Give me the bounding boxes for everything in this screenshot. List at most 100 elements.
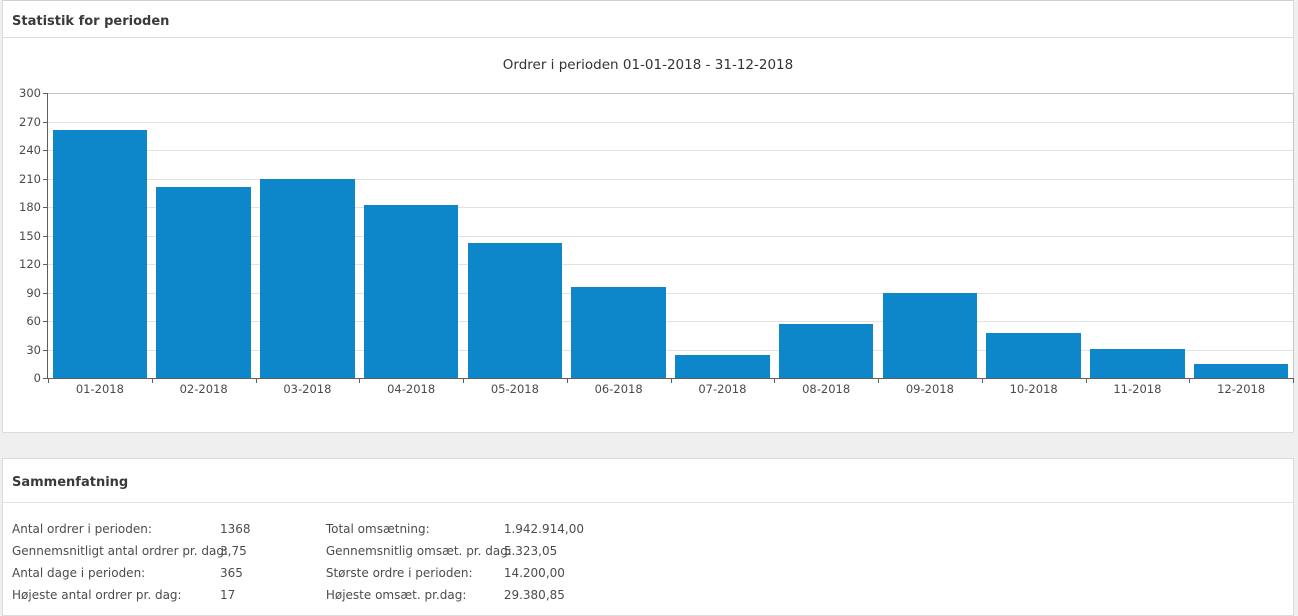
y-axis-label-0: 0 <box>33 371 41 385</box>
summary-label: Gennemsnitligt antal ordrer pr. dag: <box>12 544 229 558</box>
x-axis-label-09-2018: 09-2018 <box>905 382 954 396</box>
summary-header: Sammenfatning <box>3 459 1293 503</box>
y-axis-label-270: 270 <box>19 114 41 129</box>
y-axis-tick-240 <box>43 150 48 151</box>
summary-row: Største ordre i perioden: 14.200,00 <box>326 562 806 584</box>
x-axis-tick-11 <box>1189 378 1191 383</box>
gridline-210 <box>48 178 1293 180</box>
summary-row: Antal ordrer i perioden: 1368 <box>12 518 322 540</box>
x-axis-label-03-2018: 03-2018 <box>283 382 332 396</box>
summary-value: 29.380,85 <box>503 588 565 602</box>
summary-value: 1.942.914,00 <box>503 522 584 536</box>
gridline-180 <box>48 207 1293 208</box>
summary-value: 365 <box>220 566 243 580</box>
summary-row: Højeste omsæt. pr.dag: 29.380,85 <box>326 584 806 606</box>
x-axis-tick-4 <box>463 378 464 383</box>
summary-label: Total omsætning: <box>325 522 430 536</box>
summary-row: Højeste antal ordrer pr. dag: 17 <box>12 584 322 606</box>
page-title: Statistik for perioden <box>12 14 170 29</box>
y-axis-tick-60 <box>43 321 48 322</box>
chart-bar-12-2018[interactable] <box>1193 363 1289 378</box>
x-axis-label-11-2018: 11-2018 <box>1113 382 1162 396</box>
y-axis-label-180: 180 <box>19 200 41 214</box>
x-axis-tick-1 <box>151 378 153 383</box>
y-axis-label-30: 30 <box>26 342 41 357</box>
summary-row: Gennemsnitlig omsæt. pr. dag:5.323,05 <box>326 540 806 562</box>
summary-panel: Sammenfatning Antal ordrer i perioden: 13… <box>2 458 1294 616</box>
y-axis-label-90: 90 <box>26 285 41 300</box>
summary-value: 14.200,00 <box>503 566 565 580</box>
y-axis-tick-90 <box>43 292 48 294</box>
x-axis-label-02-2018: 02-2018 <box>179 382 228 396</box>
gridline-30 <box>48 349 1293 351</box>
section-header: Statistik for perioden <box>2 0 1294 38</box>
y-axis-tick-150 <box>43 235 48 237</box>
bar-chart-plot-area: 0 30 60 90 120 150 180 210 240 270 300 01-2018 02-20… <box>19 86 1294 396</box>
x-axis-tick-0 <box>48 378 49 383</box>
chart-panel: Ordrer i perioden 01-01-2018 - 31-12-201… <box>2 38 1294 433</box>
chart-title: Ordrer i perioden 01-01-2018 - 31-12-201… <box>502 57 794 73</box>
summary-label: Antal ordrer i perioden: <box>12 522 152 536</box>
x-axis-label-05-2018: 05-2018 <box>490 382 539 396</box>
summary-row: Gennemsnitligt antal ordrer pr. dag:3,75 <box>12 540 322 562</box>
summary-value: 3,75 <box>220 544 247 558</box>
chart-bar-03-2018[interactable] <box>260 179 355 378</box>
chart-bar-11-2018[interactable] <box>1090 348 1185 378</box>
summary-row: Antal dage i perioden: 365 <box>12 562 322 584</box>
y-axis-tick-270 <box>43 121 48 123</box>
gridline-300 <box>48 93 1293 94</box>
summary-content: Antal ordrer i perioden: 1368 Gennemsnitli… <box>3 503 1293 606</box>
gridline-60 <box>48 321 1293 322</box>
chart-bar-06-2018[interactable] <box>571 286 666 378</box>
x-axis-tick-6 <box>670 378 672 383</box>
gridline-90 <box>48 292 1293 294</box>
x-axis-label-01-2018: 01-2018 <box>75 382 124 396</box>
x-axis-tick-5 <box>566 378 568 383</box>
x-axis-label-12-2018: 12-2018 <box>1217 382 1266 396</box>
summary-column-left: Antal ordrer i perioden: 1368 Gennemsnitli… <box>12 518 322 606</box>
y-axis-tick-30 <box>43 349 48 351</box>
y-axis-label-300: 300 <box>19 86 41 100</box>
gridline-270 <box>48 121 1293 123</box>
summary-label: Højeste omsæt. pr.dag: <box>325 588 467 602</box>
chart-bar-05-2018[interactable] <box>467 243 563 378</box>
y-axis-label-240: 240 <box>19 143 41 157</box>
gridline-150 <box>48 235 1293 237</box>
summary-label: Højeste antal ordrer pr. dag: <box>12 588 182 602</box>
y-axis-tick-180 <box>43 207 48 208</box>
chart-bar-02-2018[interactable] <box>156 187 251 378</box>
summary-value: 5.323,05 <box>503 544 558 558</box>
summary-title: Sammenfatning <box>12 475 129 490</box>
x-axis-label-07-2018: 07-2018 <box>698 382 747 396</box>
y-axis-tick-300 <box>43 93 48 94</box>
summary-value: 17 <box>220 588 236 602</box>
y-axis-tick-120 <box>43 264 48 265</box>
x-axis-tick-2 <box>255 378 257 383</box>
y-axis-label-120: 120 <box>19 257 41 271</box>
x-axis-tick-10 <box>1085 378 1087 383</box>
x-axis-tick-7 <box>774 378 776 383</box>
y-axis-tick-0 <box>43 378 48 379</box>
summary-label: Største ordre i perioden: <box>325 566 473 580</box>
summary-label: Gennemsnitlig omsæt. pr. dag: <box>325 544 512 558</box>
gridline-120 <box>48 264 1293 265</box>
chart-bar-08-2018[interactable] <box>778 323 874 378</box>
x-axis-label-08-2018: 08-2018 <box>802 382 851 396</box>
summary-value: 1368 <box>220 522 251 536</box>
chart-bar-01-2018[interactable] <box>52 130 148 378</box>
chart-bar-07-2018[interactable] <box>675 355 770 378</box>
x-axis-tick-12 <box>1293 378 1294 383</box>
y-axis-label-150: 150 <box>19 228 41 243</box>
chart-bar-04-2018[interactable] <box>363 205 459 378</box>
x-axis-tick-3 <box>359 378 361 383</box>
summary-row: Total omsætning: 1.942.914,00 <box>326 518 806 540</box>
x-axis-tick-8 <box>878 378 879 383</box>
summary-label: Antal dage i perioden: <box>12 566 146 580</box>
gridline-240 <box>48 150 1293 151</box>
x-axis-label-04-2018: 04-2018 <box>387 382 436 396</box>
x-axis-label-10-2018: 10-2018 <box>1009 382 1058 396</box>
y-axis-label-210: 210 <box>19 171 41 186</box>
chart-bar-10-2018[interactable] <box>986 333 1081 378</box>
summary-column-right: Total omsætning: 1.942.914,00 Gennemsnitli… <box>326 518 806 606</box>
chart-bar-09-2018[interactable] <box>882 292 978 378</box>
